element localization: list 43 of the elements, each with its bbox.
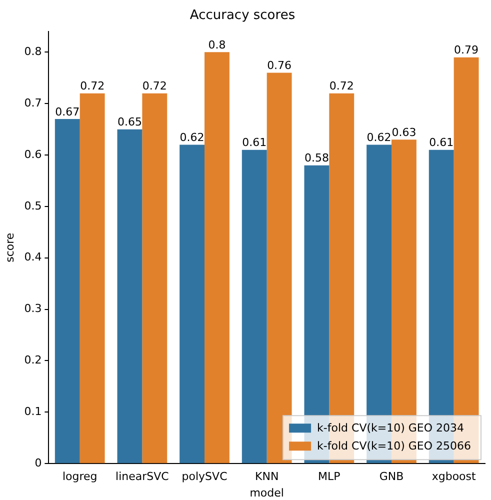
y-axis-title: score bbox=[3, 232, 16, 262]
y-tick-label: 0.4 bbox=[24, 250, 42, 264]
data-label: 0.65 bbox=[117, 116, 142, 129]
chart-title: Accuracy scores bbox=[190, 8, 296, 24]
x-axis-title: model bbox=[250, 486, 284, 500]
y-tick-label: 0.6 bbox=[24, 148, 42, 161]
bar bbox=[54, 119, 80, 464]
bar bbox=[80, 93, 105, 464]
data-label: 0.8 bbox=[208, 38, 226, 52]
y-tick-label: 0 bbox=[34, 456, 42, 470]
bar bbox=[242, 150, 267, 464]
data-label: 0.72 bbox=[329, 80, 354, 93]
x-tick-label: xgboost bbox=[432, 470, 477, 484]
data-label: 0.79 bbox=[454, 44, 479, 57]
data-label: 0.62 bbox=[366, 131, 392, 144]
x-tick-label: logreg bbox=[62, 470, 98, 484]
data-label: 0.72 bbox=[142, 80, 167, 93]
y-tick-label: 0.2 bbox=[24, 354, 42, 367]
bar bbox=[180, 144, 205, 464]
legend-label: k-fold CV(k=10) GEO 2034 bbox=[317, 421, 464, 434]
x-tick-label: polySVC bbox=[182, 470, 228, 484]
data-label: 0.76 bbox=[267, 59, 292, 72]
y-tick-label: 0.7 bbox=[24, 96, 42, 110]
y-tick-label: 0.3 bbox=[24, 302, 42, 316]
bar bbox=[142, 93, 168, 464]
bar bbox=[266, 72, 292, 464]
x-tick-label: MLP bbox=[318, 470, 341, 484]
legend-label: k-fold CV(k=10) GEO 25066 bbox=[317, 439, 471, 452]
data-label: 0.67 bbox=[55, 105, 80, 118]
data-label: 0.63 bbox=[392, 126, 416, 139]
y-tick-label: 0.8 bbox=[24, 45, 42, 58]
data-label: 0.61 bbox=[242, 136, 267, 150]
data-label: 0.61 bbox=[429, 136, 454, 150]
x-tick-label: GNB bbox=[379, 470, 404, 484]
x-tick-label: KNN bbox=[255, 470, 279, 484]
data-label: 0.72 bbox=[80, 80, 105, 93]
x-tick-label: linearSVC bbox=[116, 470, 170, 484]
data-label: 0.58 bbox=[304, 152, 329, 165]
bar bbox=[117, 129, 142, 464]
data-label: 0.62 bbox=[180, 131, 204, 144]
y-tick-label: 0.5 bbox=[24, 199, 42, 212]
y-tick-label: 0.1 bbox=[24, 405, 42, 418]
bar bbox=[204, 52, 230, 464]
